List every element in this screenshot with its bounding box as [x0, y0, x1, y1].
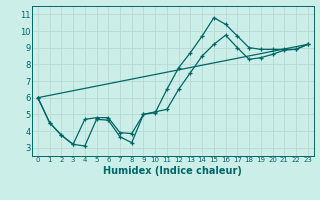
X-axis label: Humidex (Indice chaleur): Humidex (Indice chaleur)	[103, 166, 242, 176]
